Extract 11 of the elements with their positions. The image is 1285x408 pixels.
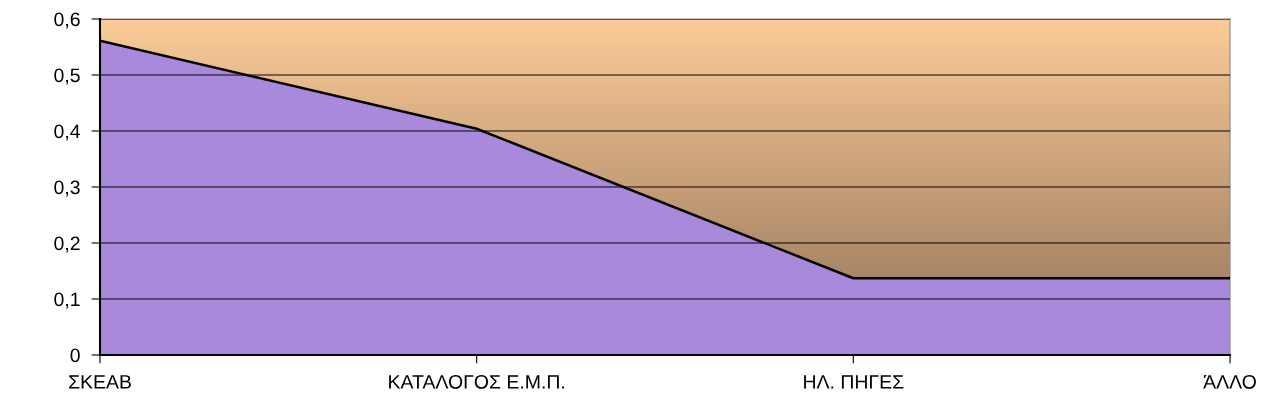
y-tick-label: 0,5 — [54, 68, 80, 85]
x-tick-label: ΚΑΤΑΛΟΓΟΣ Ε.Μ.Π. — [389, 374, 565, 389]
x-tick-label: ΗΛ. ΠΗΓΕΣ — [804, 375, 904, 389]
y-tick-label: 0 — [70, 348, 80, 363]
y-tick-label: 0,4 — [54, 124, 80, 141]
y-tick-label: 0,2 — [54, 236, 80, 253]
x-tick-label: ΆΛΛΟ — [1203, 374, 1256, 389]
y-tick-label: 0,1 — [54, 292, 80, 309]
y-tick-label: 0,6 — [54, 12, 80, 29]
x-tick-label: ΣΚΕΑΒ — [69, 375, 131, 389]
y-tick-label: 0,3 — [54, 180, 80, 197]
